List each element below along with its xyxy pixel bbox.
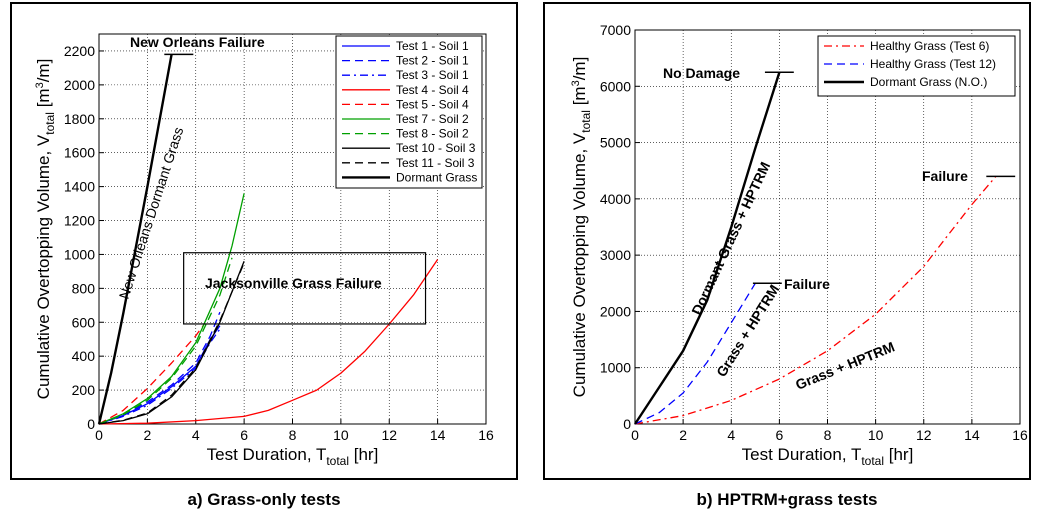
x-tick-label: 6 xyxy=(240,427,248,443)
x-tick-label: 8 xyxy=(289,427,297,443)
x-tick-label: 6 xyxy=(775,427,783,443)
x-tick-label: 12 xyxy=(381,427,397,443)
x-tick-label: 2 xyxy=(143,427,151,443)
y-axis-label-sup: 3 xyxy=(34,82,46,88)
legend-label: Test 3 - Soil 1 xyxy=(396,68,469,82)
y-axis-label-unit: [m xyxy=(34,88,53,112)
annotation-failure-test12: Failure xyxy=(784,276,830,292)
legend-label: Test 8 - Soil 2 xyxy=(396,127,469,141)
y-tick-label: 0 xyxy=(623,416,631,432)
failure-region-box xyxy=(183,252,427,325)
y-tick-label: 5000 xyxy=(600,135,631,151)
x-axis-label-main: Test Duration, T xyxy=(742,445,862,464)
y-tick-label: 800 xyxy=(72,280,96,296)
legend-label: Test 2 - Soil 1 xyxy=(396,54,469,68)
y-tick-label: 1600 xyxy=(64,145,95,161)
y-tick-label: 1200 xyxy=(64,213,95,229)
series-line-8 xyxy=(98,260,245,425)
y-tick-label: 2000 xyxy=(600,303,631,319)
y-tick-label: 600 xyxy=(72,314,96,330)
x-tick-label: 0 xyxy=(631,427,639,443)
x-axis-label: Test Duration, Ttotal [hr] xyxy=(742,445,914,468)
series-line-3 xyxy=(98,328,221,425)
caption-right: b) HPTRM+grass tests xyxy=(697,490,878,509)
y-axis-label: Cumulative Overtopping Volume, Vtotal [m… xyxy=(34,59,57,400)
annotation-jacksonville-failure: Jacksonville Grass Failure xyxy=(205,275,382,291)
x-axis-label-unit: [hr] xyxy=(349,445,378,464)
annotation-failure-test6: Failure xyxy=(922,168,968,184)
y-axis-label-end: /m] xyxy=(34,59,53,83)
y-tick-label: 7000 xyxy=(600,22,631,38)
x-axis-label-main: Test Duration, T xyxy=(207,445,327,464)
x-axis-label-sub: total xyxy=(861,454,884,468)
series-line-3 xyxy=(633,71,781,425)
y-tick-label: 1000 xyxy=(64,246,95,262)
series-line-10 xyxy=(97,54,173,425)
x-axis-label-unit: [hr] xyxy=(884,445,913,464)
y-tick-label: 0 xyxy=(87,416,95,432)
y-tick-label: 6000 xyxy=(600,78,631,94)
legend-label: Dormant Grass (N.O.) xyxy=(870,75,987,89)
panel-hptrm-grass: 0 2 4 6 8 10 12 14 16 0 1000 2000 3000 4000 5000 6000 70… xyxy=(543,2,1031,509)
x-tick-label: 10 xyxy=(868,427,884,443)
x-tick-label: 16 xyxy=(478,427,494,443)
x-tick-label: 4 xyxy=(727,427,735,443)
x-tick-label: 14 xyxy=(430,427,446,443)
y-tick-label: 3000 xyxy=(600,247,631,263)
x-tick-label: 12 xyxy=(916,427,932,443)
x-tick-label: 14 xyxy=(964,427,980,443)
y-tick-label: 1800 xyxy=(64,111,95,127)
y-axis-label-unit: [m xyxy=(570,86,589,110)
legend-label: Test 10 - Soil 3 xyxy=(396,141,476,155)
legend-label: Test 4 - Soil 4 xyxy=(396,83,469,97)
caption-left: a) Grass-only tests xyxy=(187,490,340,509)
series-line-9 xyxy=(98,262,245,425)
x-tick-label: 16 xyxy=(1012,427,1028,443)
y-axis-label-sup: 3 xyxy=(570,80,582,86)
legend-label: Dormant Grass xyxy=(396,170,477,184)
legend-label: Healthy Grass (Test 12) xyxy=(870,57,996,71)
y-axis-label-end: /m] xyxy=(570,57,589,81)
annotation-no-damage: No Damage xyxy=(663,65,740,81)
legend-label: Healthy Grass (Test 6) xyxy=(870,39,989,53)
y-tick-label: 2200 xyxy=(64,43,95,59)
series-line-2 xyxy=(634,282,756,425)
x-axis-label-sub: total xyxy=(326,454,349,468)
legend-box xyxy=(817,35,1016,97)
y-tick-label: 200 xyxy=(72,382,96,398)
series-line-2 xyxy=(98,311,221,425)
series-line-1 xyxy=(634,175,997,425)
x-tick-label: 0 xyxy=(95,427,103,443)
x-tick-label: 8 xyxy=(824,427,832,443)
series-line-4 xyxy=(98,259,439,425)
x-tick-label: 10 xyxy=(333,427,349,443)
panel-grass-only: 0 2 4 6 8 10 12 14 16 0 200 400 600 800 1000 1200 1400 16… xyxy=(10,2,518,509)
y-axis-label-sub: total xyxy=(579,110,593,133)
legend-label: Test 11 - Soil 3 xyxy=(396,156,475,170)
series-line-5 xyxy=(98,325,204,425)
y-axis-label-sub: total xyxy=(43,112,57,135)
legend-label: Test 5 - Soil 4 xyxy=(396,97,469,111)
y-axis-label-main: Cumulative Overtopping Volume, V xyxy=(570,132,589,397)
legend-label: Test 1 - Soil 1 xyxy=(396,39,469,53)
y-axis-label-main: Cumulative Overtopping Volume, V xyxy=(34,134,53,399)
series-line-7 xyxy=(98,257,233,425)
y-tick-label: 1000 xyxy=(600,360,631,376)
x-tick-label: 4 xyxy=(192,427,200,443)
legend-label: Test 7 - Soil 2 xyxy=(396,112,469,126)
annotation-new-orleans-failure: New Orleans Failure xyxy=(130,34,265,50)
y-tick-label: 4000 xyxy=(600,191,631,207)
x-axis-label: Test Duration, Ttotal [hr] xyxy=(207,445,379,468)
y-tick-label: 1400 xyxy=(64,179,95,195)
y-axis-label: Cumulative Overtopping Volume, Vtotal [m… xyxy=(570,57,593,398)
y-tick-label: 400 xyxy=(72,348,96,364)
y-tick-label: 2000 xyxy=(64,77,95,93)
x-tick-label: 2 xyxy=(679,427,687,443)
